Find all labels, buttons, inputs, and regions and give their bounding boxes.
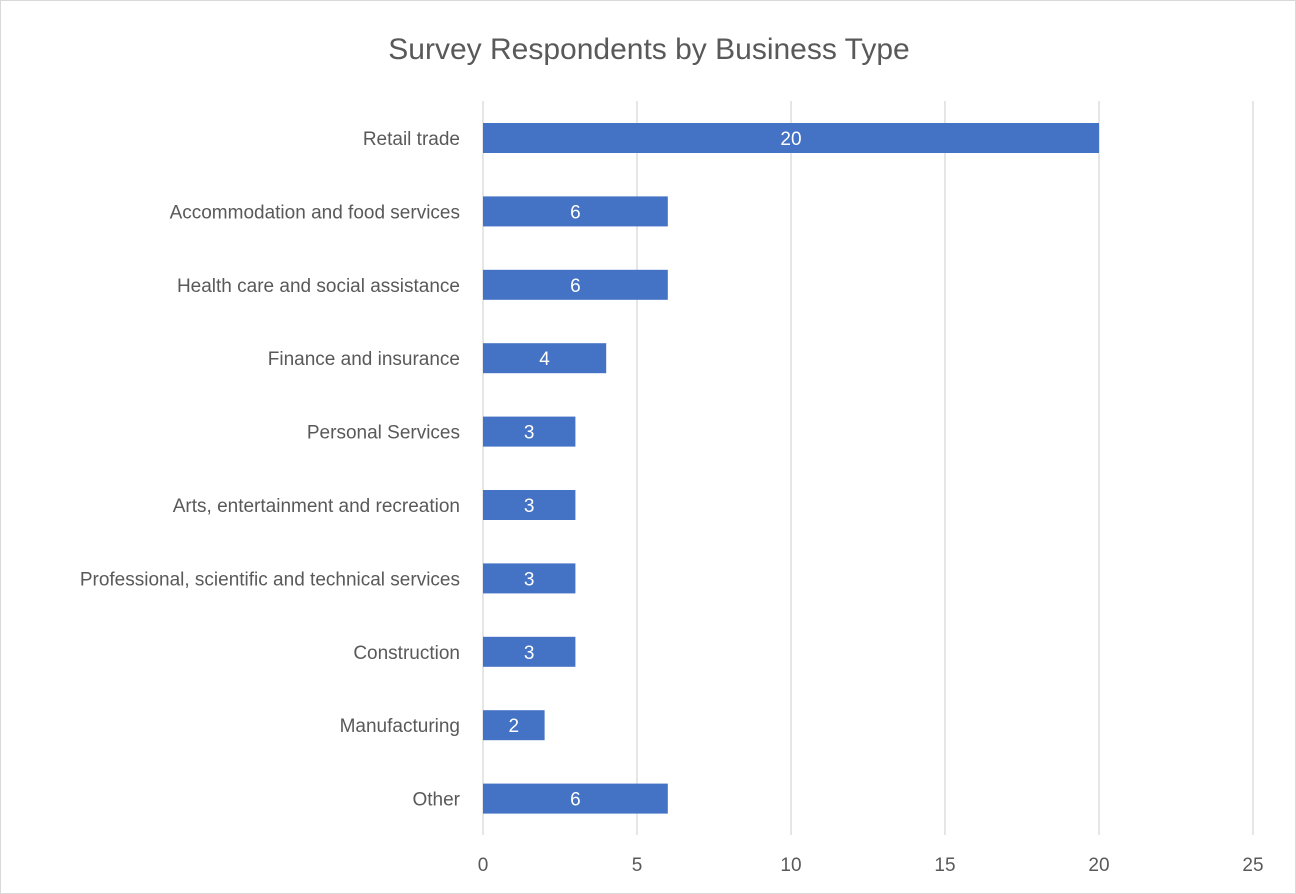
category-labels: Retail trade Accommodation and food servi… (80, 129, 461, 811)
category-label: Accommodation and food services (170, 202, 460, 223)
data-label: 20 (780, 129, 801, 150)
data-label: 3 (524, 496, 535, 517)
data-label: 4 (539, 349, 550, 370)
bar (483, 563, 576, 594)
data-labels: 20 6 6 4 3 3 3 3 2 6 (509, 129, 802, 811)
bar (483, 269, 668, 300)
bar (483, 343, 607, 374)
bar (483, 636, 576, 667)
data-label: 3 (524, 569, 535, 590)
bar (483, 710, 545, 741)
category-label: Other (412, 790, 460, 811)
x-tick-label: 20 (1088, 855, 1109, 876)
x-tick-label: 25 (1242, 855, 1263, 876)
bar (483, 783, 668, 814)
bar (483, 196, 668, 227)
bar (483, 490, 576, 520)
category-label: Manufacturing (340, 716, 460, 737)
data-label: 6 (570, 790, 581, 811)
category-label: Retail trade (363, 129, 460, 150)
data-label: 3 (524, 423, 535, 444)
category-label: Professional, scientific and technical s… (80, 569, 460, 590)
category-label: Personal Services (307, 423, 460, 444)
x-axis-tick-labels: 0 5 10 15 20 25 (478, 855, 1264, 876)
data-label: 3 (524, 643, 535, 664)
x-tick-label: 5 (632, 855, 643, 876)
bar (483, 123, 1099, 153)
bar (483, 416, 576, 447)
category-label: Finance and insurance (268, 349, 460, 370)
category-label: Construction (353, 643, 460, 664)
data-label: 6 (570, 202, 581, 223)
data-label: 6 (570, 276, 581, 297)
data-label: 2 (509, 716, 520, 737)
x-tick-label: 15 (934, 855, 955, 876)
bars (483, 123, 1099, 814)
x-tick-label: 0 (478, 855, 489, 876)
category-label: Health care and social assistance (177, 276, 460, 297)
x-tick-label: 10 (780, 855, 801, 876)
category-label: Arts, entertainment and recreation (173, 496, 460, 517)
chart-title: Survey Respondents by Business Type (388, 33, 909, 66)
